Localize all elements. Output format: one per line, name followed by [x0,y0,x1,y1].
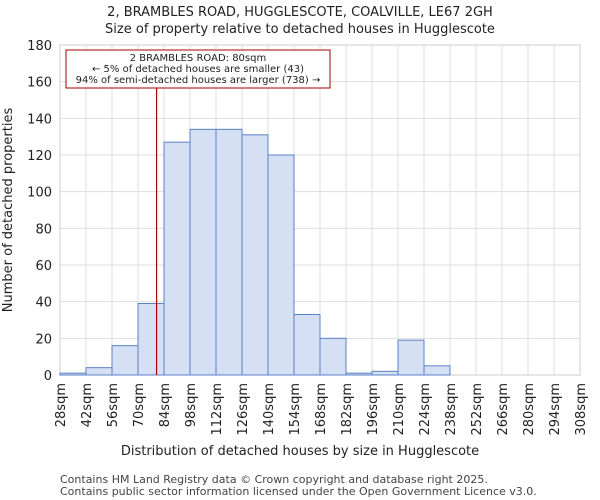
y-tick-label: 20 [35,332,52,347]
histogram-bar [267,154,295,376]
annotation-box: 2 BRAMBLES ROAD: 80sqm ← 5% of detached … [65,49,331,89]
x-tick-label: 252sqm [470,383,485,436]
y-tick-label: 40 [35,296,52,311]
x-tick-label: 70sqm [132,383,147,427]
x-tick-label: 168sqm [314,383,329,436]
x-tick-label: 42sqm [80,383,95,427]
chart-title: 2, BRAMBLES ROAD, HUGGLESCOTE, COALVILLE… [107,5,493,20]
y-tick-label: 100 [27,186,52,201]
x-tick-label: 182sqm [340,383,355,436]
histogram-bar [293,314,321,376]
y-axis-label: Number of detached properties [1,108,16,313]
footer-line-2: Contains public sector information licen… [60,485,537,498]
x-tick-label: 28sqm [54,383,69,427]
histogram-bar [137,303,165,376]
histogram-bar [111,345,139,376]
y-tick-label: 120 [27,149,52,164]
annotation-line-2: ← 5% of detached houses are smaller (43) [92,64,304,75]
histogram-bar [345,372,373,376]
y-tick-label: 140 [27,112,52,127]
histogram-bar [423,365,451,376]
x-tick-label: 280sqm [522,383,537,436]
y-tick-label: 160 [27,76,52,91]
histogram-bar [371,370,399,376]
chart-subtitle: Size of property relative to detached ho… [105,22,495,37]
y-tick-label: 80 [35,222,52,237]
x-tick-label: 56sqm [106,383,121,427]
y-tick-label: 180 [27,39,52,54]
x-tick-label: 224sqm [418,383,433,436]
histogram-bar [241,134,269,376]
annotation-line-1: 2 BRAMBLES ROAD: 80sqm [130,53,266,64]
histogram-bar [215,128,243,376]
x-tick-label: 196sqm [366,383,381,436]
histogram-bar [189,128,217,376]
x-tick-label: 154sqm [288,383,303,436]
x-tick-label: 238sqm [444,383,459,436]
histogram-bar [85,367,113,376]
y-tick-label: 0 [44,369,52,384]
x-tick-label: 126sqm [236,383,251,436]
annotation-border [65,49,331,89]
histogram-bar [397,339,425,376]
x-tick-label: 140sqm [262,383,277,436]
histogram-bar [59,372,87,376]
y-tick-label: 60 [35,259,52,274]
x-tick-label: 294sqm [548,383,563,436]
histogram-bar [319,337,347,376]
footer-line-1: Contains HM Land Registry data © Crown c… [60,473,488,486]
x-tick-label: 308sqm [574,383,589,436]
annotation-line-3: 94% of semi-detached houses are larger (… [76,75,321,86]
x-tick-label: 210sqm [392,383,407,436]
histogram-bar [163,141,191,376]
x-tick-label: 84sqm [158,383,173,427]
x-tick-label: 98sqm [184,383,199,427]
x-tick-label: 266sqm [496,383,511,436]
plot-area [59,44,581,376]
x-tick-label: 112sqm [210,383,225,436]
x-axis-label: Distribution of detached houses by size … [121,444,479,459]
